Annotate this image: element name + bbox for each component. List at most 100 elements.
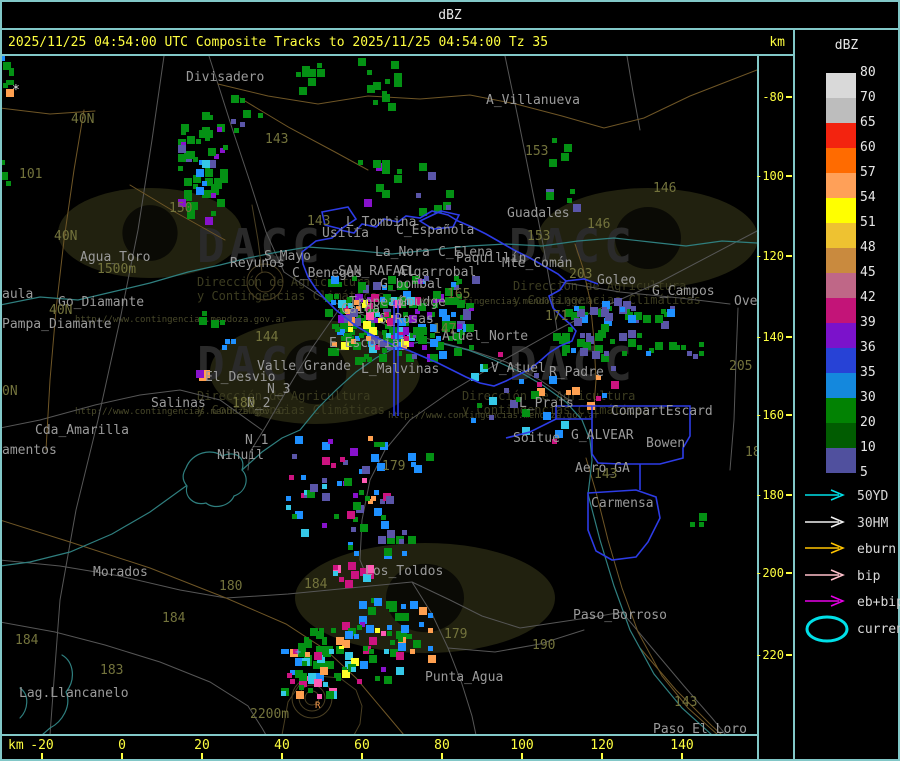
radar-echo-pixel bbox=[380, 442, 385, 447]
radar-echo-pixel bbox=[380, 297, 385, 302]
radar-echo-pixel bbox=[353, 493, 358, 498]
radar-echo-pixel bbox=[436, 342, 444, 350]
radar-map-canvas[interactable]: DACC DACC DACC DACC Dirección de Agricultura… bbox=[2, 56, 757, 734]
watermark-url: http://www.contingencias.mendoza.gov.ar bbox=[387, 297, 599, 307]
right-axis-tick bbox=[786, 494, 792, 496]
radar-echo-pixel bbox=[313, 661, 321, 669]
radar-echo-pixel bbox=[326, 661, 334, 669]
radar-echo-pixel bbox=[295, 511, 303, 519]
radar-echo-pixel bbox=[389, 333, 397, 341]
radar-echo-pixel bbox=[292, 454, 297, 459]
radar-echo-pixel bbox=[382, 160, 390, 168]
radar-echo-pixel bbox=[319, 628, 324, 633]
radar-echo-pixel bbox=[655, 342, 663, 350]
scale-swatch bbox=[826, 323, 856, 348]
radar-echo-pixel bbox=[217, 199, 225, 207]
radar-echo-pixel bbox=[231, 339, 236, 344]
radar-echo-pixel bbox=[379, 354, 384, 359]
radar-echo-pixel bbox=[322, 442, 330, 450]
route-label: 146 bbox=[587, 217, 610, 232]
divider-under-header bbox=[0, 54, 793, 56]
radar-echo-pixel bbox=[296, 691, 304, 699]
radar-echo-pixel bbox=[457, 294, 462, 299]
radar-echo-pixel bbox=[368, 499, 373, 504]
radar-echo-pixel bbox=[360, 524, 368, 532]
radar-echo-pixel bbox=[398, 643, 406, 651]
radar-echo-pixel bbox=[586, 333, 591, 338]
route-label: 184 bbox=[15, 633, 39, 648]
radar-echo-pixel bbox=[231, 95, 239, 103]
radar-echo-pixel bbox=[454, 276, 459, 281]
radar-echo-pixel bbox=[396, 667, 404, 675]
radar-echo-pixel bbox=[202, 370, 210, 378]
radar-echo-pixel bbox=[332, 324, 337, 329]
radar-echo-pixel bbox=[328, 348, 333, 353]
divider-map-right bbox=[757, 54, 759, 761]
radar-echo-pixel bbox=[320, 667, 328, 675]
radar-echo-pixel bbox=[373, 100, 378, 105]
radar-echo-pixel bbox=[418, 303, 426, 311]
radar-echo-pixel bbox=[378, 536, 386, 544]
radar-echo-pixel bbox=[184, 151, 192, 159]
radar-echo-pixel bbox=[361, 318, 366, 323]
timestamp-text: 2025/11/25 04:54:00 UTC Composite Tracks… bbox=[8, 34, 549, 50]
radar-echo-pixel bbox=[363, 321, 371, 329]
scale-value: 45 bbox=[860, 265, 876, 280]
radar-echo-pixel bbox=[361, 357, 366, 362]
radar-echo-pixel bbox=[339, 649, 344, 654]
radar-echo-pixel bbox=[637, 345, 642, 350]
radar-echo-pixel bbox=[573, 204, 581, 212]
radar-echo-pixel bbox=[360, 568, 368, 576]
radar-echo-pixel bbox=[534, 373, 539, 378]
radar-echo-pixel bbox=[552, 138, 557, 143]
radar-echo-pixel bbox=[364, 354, 369, 359]
radar-echo-pixel bbox=[595, 336, 600, 341]
radar-echo-pixel bbox=[350, 330, 355, 335]
radar-echo-pixel bbox=[214, 190, 219, 195]
radar-echo-pixel bbox=[592, 351, 600, 359]
scale-value: 10 bbox=[860, 440, 876, 455]
radar-echo-pixel bbox=[345, 580, 353, 588]
place-label: V_Atuel bbox=[491, 361, 546, 376]
radar-echo-pixel bbox=[386, 496, 394, 504]
watermark-eye-pupil bbox=[615, 207, 681, 269]
radar-echo-pixel bbox=[537, 382, 542, 387]
radar-echo-pixel bbox=[240, 122, 245, 127]
scale-swatch bbox=[826, 223, 856, 248]
radar-echo-pixel bbox=[390, 640, 395, 645]
radar-echo-pixel bbox=[364, 327, 372, 335]
route-label: 143 bbox=[265, 132, 288, 147]
radar-echo-pixel bbox=[402, 345, 407, 350]
radar-echo-pixel bbox=[225, 339, 230, 344]
radar-echo-pixel bbox=[314, 652, 322, 660]
place-label: A_Villanueva bbox=[486, 93, 580, 108]
radar-echo-pixel bbox=[178, 154, 186, 162]
radar-echo-pixel bbox=[419, 607, 427, 615]
radar-echo-pixel bbox=[368, 436, 373, 441]
radar-echo-pixel bbox=[363, 646, 368, 651]
radar-echo-pixel bbox=[439, 351, 447, 359]
radar-echo-pixel bbox=[387, 530, 395, 538]
radar-echo-pixel bbox=[178, 199, 183, 204]
radar-echo-pixel bbox=[401, 327, 409, 335]
radar-echo-pixel bbox=[351, 667, 356, 672]
radar-echo-pixel bbox=[403, 312, 408, 317]
place-label: G_Campos bbox=[652, 284, 715, 299]
place-label: Paso_Borroso bbox=[573, 608, 667, 623]
radar-echo-pixel bbox=[398, 330, 403, 335]
scale-value: 39 bbox=[860, 315, 876, 330]
radar-echo-pixel bbox=[378, 318, 383, 323]
place-label: Aero_GA bbox=[575, 461, 630, 476]
right-axis-tick bbox=[786, 175, 792, 177]
place-label: Soitue bbox=[513, 431, 560, 446]
radar-echo-pixel bbox=[356, 315, 361, 320]
radar-echo-pixel bbox=[379, 315, 384, 320]
radar-echo-pixel bbox=[371, 496, 376, 501]
radar-echo-pixel bbox=[187, 202, 195, 210]
radar-echo-pixel bbox=[190, 208, 195, 213]
radar-echo-pixel bbox=[446, 190, 454, 198]
scale-value: 5 bbox=[860, 465, 868, 480]
radar-echo-pixel bbox=[427, 315, 432, 320]
radar-echo-pixel bbox=[424, 276, 429, 281]
radar-echo-pixel bbox=[2, 172, 8, 180]
